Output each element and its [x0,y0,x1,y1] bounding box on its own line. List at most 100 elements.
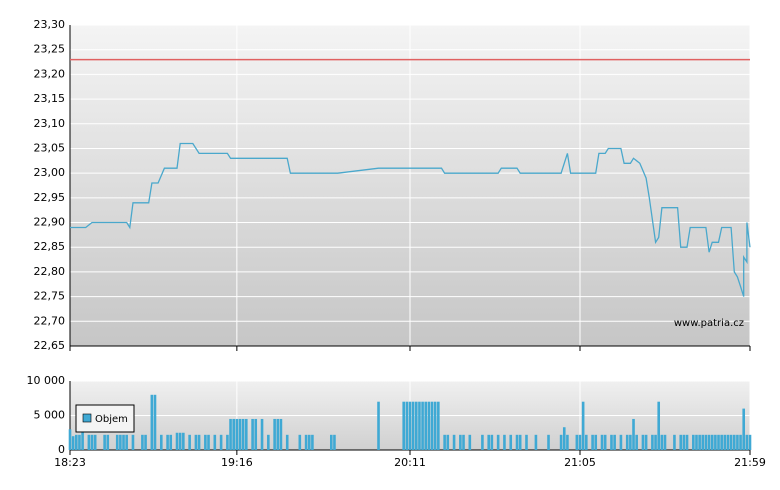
bar [424,401,428,450]
bar [443,434,446,450]
bar [559,434,563,450]
bar [748,434,752,450]
bar [641,434,645,450]
bar [698,434,701,450]
bar [119,434,122,450]
bar [178,432,182,450]
bar [459,434,462,450]
bar [260,418,264,450]
bar [267,434,270,450]
bar [125,434,128,450]
bar [90,434,94,450]
bar [159,434,163,450]
bar [175,432,179,450]
y-tick-label: 22,85 [34,240,66,253]
y-tick-label: 22,75 [34,290,66,303]
bar [481,434,484,450]
y-tick-label: 23,15 [34,92,66,105]
bar [695,434,698,450]
bar [78,434,81,450]
bar [594,434,598,450]
bar [732,434,736,450]
bar [81,429,84,450]
bar [251,418,254,450]
bar [430,401,434,450]
bar [704,434,708,450]
bar [276,418,280,450]
bar [619,434,623,450]
bar [487,434,491,450]
bar [468,434,472,450]
bar [701,434,705,450]
bar [103,434,106,450]
bar [692,434,695,450]
bar [446,434,450,450]
y-tick-label: 22,70 [34,314,66,327]
legend-swatch [82,413,92,423]
bar [166,434,169,450]
bar [575,434,579,450]
bar [74,434,78,450]
bar [307,434,311,450]
bar [131,434,135,450]
bar [235,418,239,450]
bar [710,434,714,450]
price-line [70,142,751,297]
bar [427,401,431,450]
bar [745,434,749,450]
bar [244,418,248,450]
bar [685,434,689,450]
bar [194,434,198,450]
bar [298,434,302,450]
bar [232,418,236,450]
bar [279,418,283,450]
bar [613,434,616,450]
bar [717,434,720,450]
y-tick-label: 10 000 [27,374,66,387]
bar [106,434,110,450]
bar [600,434,604,450]
bar [581,401,585,450]
bar [122,434,125,450]
bar [584,434,588,450]
bar [632,418,635,450]
bar [729,434,733,450]
bar [657,401,661,450]
bar [153,394,157,450]
bar [651,434,654,450]
y-tick-label: 22,90 [34,216,66,229]
bar [329,434,333,450]
bar [525,434,528,450]
bar [421,401,424,450]
bar [241,418,245,450]
bar [144,434,147,450]
bar [603,434,607,450]
bar [736,434,739,450]
bar [213,434,217,450]
bar [238,418,242,450]
bar [723,434,727,450]
bar [660,434,664,450]
x-tick-label: 21:59 [734,456,766,469]
bar [726,434,730,450]
bar [503,434,506,450]
bar [610,434,613,450]
x-tick-label: 18:23 [54,456,86,469]
bar [673,434,676,450]
bar [377,401,380,450]
bar [68,429,72,450]
y-tick-label: 23,30 [34,18,66,31]
bar [273,418,276,450]
bar [414,401,418,450]
bar [405,401,409,450]
bar [141,434,144,450]
bar [739,434,742,450]
bar [219,434,223,450]
bar [534,434,538,450]
y-tick-label: 5 000 [34,409,66,422]
bar [285,434,289,450]
legend-label: Objem [95,414,128,425]
bar [509,434,513,450]
bar [115,434,119,450]
bar [679,434,683,450]
